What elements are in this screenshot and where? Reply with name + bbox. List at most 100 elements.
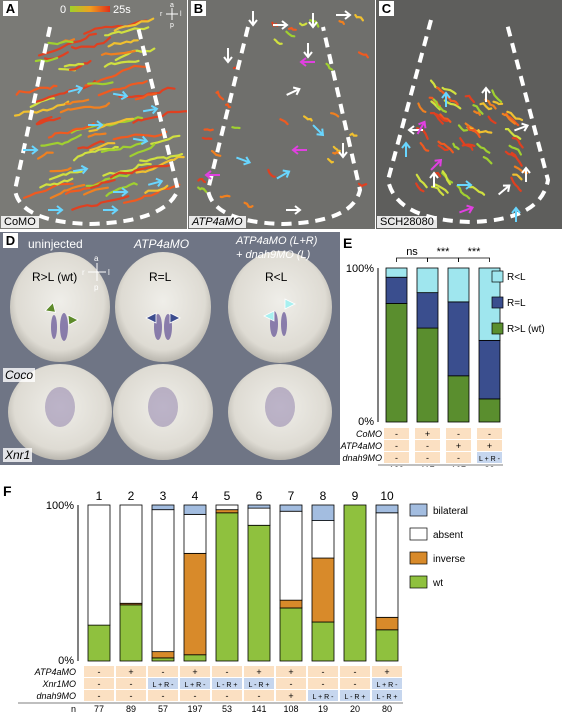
condition-cell bbox=[244, 690, 274, 701]
condition-value: - bbox=[322, 667, 325, 677]
flow-track bbox=[429, 112, 444, 125]
bar-segment-rlwt bbox=[447, 375, 470, 423]
flow-track bbox=[47, 40, 74, 46]
flow-arrow-icon bbox=[511, 206, 521, 222]
condition-cell bbox=[340, 666, 370, 677]
condition-cell bbox=[340, 678, 370, 689]
bar-segment-inverse bbox=[183, 552, 207, 656]
condition-cell bbox=[116, 690, 146, 701]
flow-arrow-icon bbox=[23, 145, 39, 155]
n-value: 77 bbox=[94, 704, 104, 714]
condition-value: L - R + bbox=[377, 694, 398, 701]
scale-min: 0 bbox=[60, 4, 66, 16]
phenotype-equal: R=L bbox=[149, 270, 172, 284]
flow-arrow-icon bbox=[273, 20, 289, 30]
flow-track bbox=[83, 19, 148, 35]
flow-track bbox=[330, 112, 340, 118]
flow-track bbox=[22, 182, 74, 199]
flow-track bbox=[267, 168, 276, 178]
flow-track bbox=[472, 104, 484, 115]
flow-arrow-icon bbox=[459, 204, 475, 214]
flow-arrow-icon bbox=[336, 10, 352, 20]
embryo-coco-atp4a-dnah9 bbox=[228, 251, 332, 363]
flow-track bbox=[201, 136, 213, 140]
bar-segment-wt bbox=[375, 629, 399, 662]
n-value: 20 bbox=[350, 704, 360, 714]
flow-track bbox=[468, 186, 486, 196]
condition-value: L - R + bbox=[217, 682, 238, 689]
flow-track bbox=[432, 98, 447, 113]
panel-b-image: B ATP4aMO bbox=[188, 0, 375, 229]
condition-value: - bbox=[426, 453, 429, 463]
flow-arrow-icon bbox=[112, 90, 129, 101]
condition-label: CoMO bbox=[356, 429, 382, 439]
flow-arrow-icon bbox=[514, 122, 530, 132]
xnr1-staining bbox=[45, 387, 295, 427]
condition-value: + bbox=[425, 429, 430, 439]
flow-arrow-icon bbox=[303, 43, 313, 59]
condition-cell bbox=[477, 452, 502, 463]
gene-xnr1: Xnr1 bbox=[3, 448, 33, 462]
significance-label: ns bbox=[406, 246, 418, 258]
condition-cell bbox=[446, 452, 471, 463]
bar-segment-absent bbox=[247, 507, 271, 526]
category-label: 6 bbox=[256, 489, 263, 503]
bar-segment-absent bbox=[87, 504, 111, 626]
flow-arrow-icon bbox=[113, 187, 129, 197]
condition-cell bbox=[148, 678, 178, 689]
flow-track bbox=[487, 115, 497, 125]
flow-track bbox=[357, 182, 368, 188]
condition-value: L - R + bbox=[249, 682, 270, 689]
condition-value: - bbox=[457, 429, 460, 439]
flow-track bbox=[511, 137, 524, 149]
n-label: n bbox=[71, 704, 76, 714]
axis-p: p bbox=[94, 283, 99, 292]
flow-arrow-icon bbox=[497, 184, 511, 196]
flow-arrow-icon bbox=[88, 120, 104, 130]
bar-segment-inverse bbox=[311, 557, 335, 623]
flow-track bbox=[484, 98, 497, 110]
condition-value: L + R - bbox=[153, 682, 175, 689]
flow-track bbox=[37, 32, 97, 57]
condition-cell bbox=[84, 690, 114, 701]
flow-track bbox=[35, 116, 53, 125]
bar-segment-absent bbox=[151, 509, 175, 653]
condition-value: + bbox=[384, 667, 389, 677]
condition-cell bbox=[212, 666, 242, 677]
significance-label: *** bbox=[468, 246, 482, 258]
chart-e-svg: 100% 0% ns *** *** R<L R=L R>L (wt) CoMO - + - - ATP4… bbox=[340, 246, 545, 475]
flow-track bbox=[197, 178, 207, 184]
axis-r: r bbox=[160, 11, 163, 18]
flow-track bbox=[477, 129, 493, 134]
time-scale-bar bbox=[70, 6, 110, 12]
flow-track bbox=[35, 79, 96, 103]
n-value: 197 bbox=[187, 704, 202, 714]
condition-value: + bbox=[256, 667, 261, 677]
flow-track bbox=[461, 143, 476, 147]
condition-cell bbox=[340, 690, 370, 701]
flow-arrow-icon bbox=[67, 84, 84, 94]
n-value: 89 bbox=[126, 704, 136, 714]
panel-label-a: A bbox=[3, 1, 18, 16]
condition-value: - bbox=[162, 667, 165, 677]
cilia-flow-tracks bbox=[13, 17, 187, 211]
flow-track bbox=[417, 102, 427, 113]
condition-label: ATP4aMO bbox=[34, 667, 76, 677]
condition-value: L + R - bbox=[377, 682, 399, 689]
flow-track bbox=[338, 20, 345, 25]
panel-label-d: D bbox=[3, 233, 18, 248]
flow-track bbox=[203, 128, 214, 132]
bar-segment-wt bbox=[119, 604, 143, 662]
dorsal-outline bbox=[12, 26, 181, 227]
caption-c: SCH28080 bbox=[377, 216, 437, 228]
condition-value: L + R - bbox=[313, 694, 335, 701]
flow-track bbox=[492, 100, 504, 106]
condition-label: dnah9MO bbox=[36, 691, 76, 701]
flow-track bbox=[65, 98, 90, 105]
condition-value: + bbox=[128, 667, 133, 677]
bar-segment-wt bbox=[311, 621, 335, 662]
condition-cell bbox=[308, 690, 338, 701]
flow-arrow-icon bbox=[441, 91, 451, 107]
condition-value: - bbox=[354, 667, 357, 677]
legend-label: R=L bbox=[507, 298, 526, 309]
